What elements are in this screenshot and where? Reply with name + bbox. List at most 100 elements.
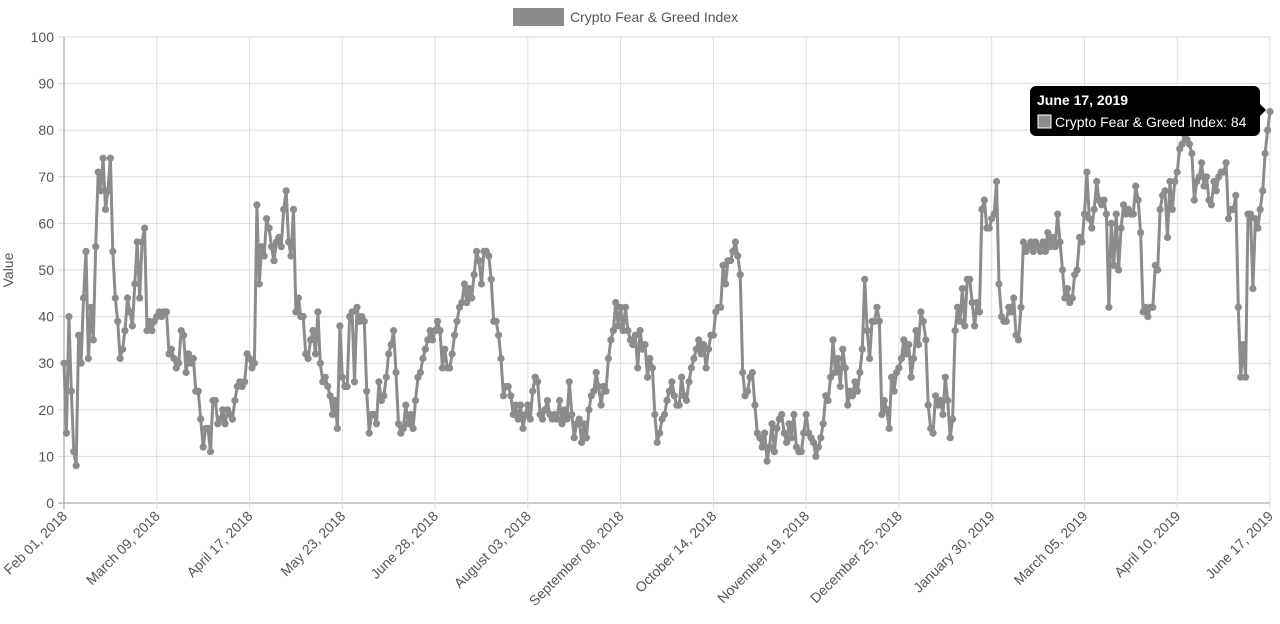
data-point[interactable] bbox=[446, 364, 454, 372]
data-point[interactable] bbox=[382, 373, 390, 381]
data-point[interactable] bbox=[912, 327, 920, 335]
data-point[interactable] bbox=[670, 392, 678, 400]
data-point[interactable] bbox=[819, 420, 827, 428]
data-point[interactable] bbox=[1249, 285, 1257, 293]
data-point[interactable] bbox=[119, 345, 127, 353]
data-point[interactable] bbox=[919, 317, 927, 325]
data-point[interactable] bbox=[858, 345, 866, 353]
data-point[interactable] bbox=[929, 429, 937, 437]
data-point[interactable] bbox=[758, 443, 766, 451]
data-point[interactable] bbox=[336, 322, 344, 330]
data-point[interactable] bbox=[1137, 229, 1145, 237]
data-point[interactable] bbox=[1234, 303, 1242, 311]
data-point[interactable] bbox=[390, 327, 398, 335]
data-point[interactable] bbox=[636, 327, 644, 335]
data-point[interactable] bbox=[936, 396, 945, 405]
data-point[interactable] bbox=[77, 359, 85, 367]
data-point[interactable] bbox=[184, 350, 193, 358]
data-point[interactable] bbox=[79, 294, 88, 302]
data-point[interactable] bbox=[289, 205, 298, 213]
data-point[interactable] bbox=[1083, 168, 1091, 176]
data-point[interactable] bbox=[839, 345, 847, 353]
data-point[interactable] bbox=[365, 429, 373, 437]
data-point[interactable] bbox=[1090, 205, 1098, 213]
data-point[interactable] bbox=[685, 378, 693, 386]
data-point[interactable] bbox=[421, 345, 429, 353]
data-point[interactable] bbox=[614, 322, 622, 330]
data-point[interactable] bbox=[162, 308, 171, 316]
data-point[interactable] bbox=[729, 247, 737, 255]
data-point[interactable] bbox=[778, 410, 786, 419]
data-point[interactable] bbox=[75, 331, 83, 339]
data-point[interactable] bbox=[270, 257, 278, 265]
data-point[interactable] bbox=[1264, 126, 1272, 134]
data-point[interactable] bbox=[1163, 233, 1172, 241]
data-point[interactable] bbox=[182, 368, 190, 377]
data-point[interactable] bbox=[956, 317, 964, 325]
data-point[interactable] bbox=[744, 387, 752, 395]
data-point[interactable] bbox=[1102, 210, 1110, 218]
data-point[interactable] bbox=[314, 308, 322, 316]
data-point[interactable] bbox=[353, 303, 361, 311]
data-point[interactable] bbox=[1119, 201, 1128, 209]
data-point[interactable] bbox=[465, 285, 473, 293]
data-point[interactable] bbox=[197, 415, 205, 423]
data-point[interactable] bbox=[763, 457, 771, 465]
data-point[interactable] bbox=[299, 313, 307, 321]
data-point[interactable] bbox=[922, 336, 930, 344]
data-point[interactable] bbox=[888, 373, 896, 381]
data-point[interactable] bbox=[260, 252, 268, 260]
data-point[interactable] bbox=[541, 406, 549, 414]
data-point[interactable] bbox=[180, 331, 188, 339]
data-point[interactable] bbox=[890, 387, 898, 395]
data-point[interactable] bbox=[1002, 317, 1010, 325]
data-point[interactable] bbox=[419, 354, 427, 363]
data-point[interactable] bbox=[897, 354, 906, 363]
data-point[interactable] bbox=[841, 364, 849, 372]
data-point[interactable] bbox=[1185, 140, 1193, 148]
data-point[interactable] bbox=[556, 396, 564, 405]
data-point[interactable] bbox=[509, 410, 517, 419]
data-point[interactable] bbox=[790, 410, 798, 419]
data-point[interactable] bbox=[1161, 187, 1169, 195]
data-point[interactable] bbox=[460, 280, 468, 288]
data-point[interactable] bbox=[267, 243, 276, 251]
data-point[interactable] bbox=[280, 205, 288, 213]
data-point[interactable] bbox=[1132, 182, 1140, 190]
data-point[interactable] bbox=[123, 294, 132, 302]
data-point[interactable] bbox=[990, 210, 998, 218]
data-point[interactable] bbox=[451, 331, 459, 339]
data-point[interactable] bbox=[678, 373, 686, 381]
data-point[interactable] bbox=[1246, 210, 1255, 218]
data-point[interactable] bbox=[809, 438, 818, 446]
data-point[interactable] bbox=[189, 354, 197, 363]
data-point[interactable] bbox=[62, 429, 70, 437]
data-point[interactable] bbox=[121, 327, 129, 335]
data-point[interactable] bbox=[802, 410, 810, 419]
data-point[interactable] bbox=[736, 271, 744, 279]
data-point[interactable] bbox=[1200, 182, 1208, 190]
data-point[interactable] bbox=[392, 368, 400, 377]
data-point[interactable] bbox=[1044, 229, 1052, 237]
data-point[interactable] bbox=[89, 336, 97, 344]
data-point[interactable] bbox=[592, 368, 600, 377]
data-point[interactable] bbox=[597, 401, 605, 409]
data-point[interactable] bbox=[84, 354, 92, 363]
data-point[interactable] bbox=[453, 317, 461, 325]
data-point[interactable] bbox=[765, 443, 774, 451]
data-point[interactable] bbox=[1251, 215, 1259, 223]
data-point[interactable] bbox=[651, 410, 659, 419]
data-point[interactable] bbox=[1129, 210, 1137, 218]
data-point[interactable] bbox=[797, 448, 805, 456]
data-point[interactable] bbox=[1229, 205, 1237, 213]
data-point[interactable] bbox=[1156, 205, 1164, 213]
data-point[interactable] bbox=[717, 303, 725, 311]
data-point[interactable] bbox=[770, 448, 779, 456]
data-point[interactable] bbox=[1061, 294, 1069, 302]
data-point[interactable] bbox=[504, 382, 512, 391]
legend-label[interactable]: Crypto Fear & Greed Index bbox=[570, 9, 738, 25]
data-point[interactable] bbox=[958, 285, 967, 293]
data-point[interactable] bbox=[612, 299, 620, 307]
data-point[interactable] bbox=[1254, 224, 1262, 232]
data-point[interactable] bbox=[582, 434, 591, 442]
